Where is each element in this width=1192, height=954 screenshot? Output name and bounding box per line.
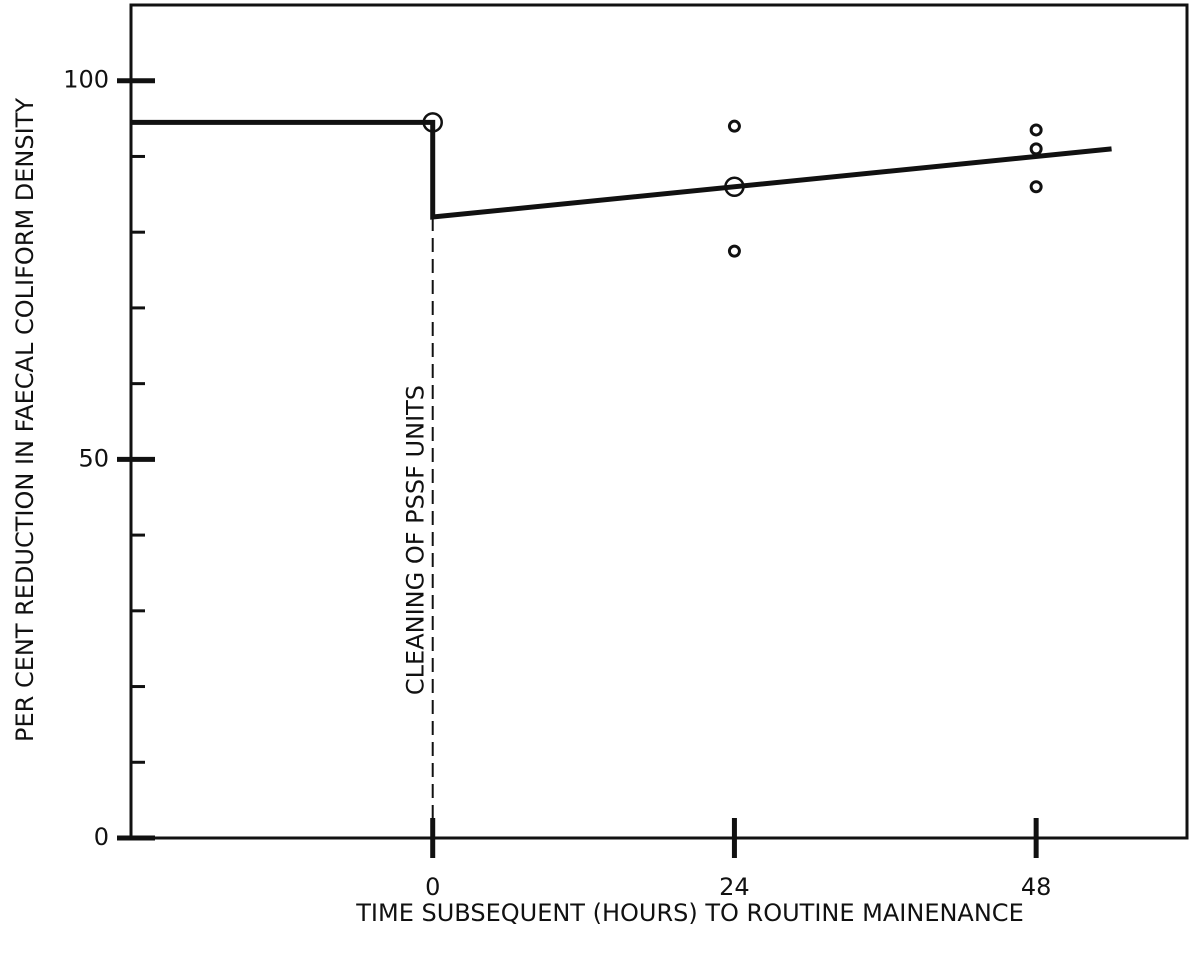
x-tick-label: 48 xyxy=(1021,873,1052,901)
x-tick-label: 24 xyxy=(719,873,750,901)
data-point xyxy=(727,244,741,258)
x-tick-label: 0 xyxy=(425,873,440,901)
data-line xyxy=(131,119,1112,220)
y-tick-label: 0 xyxy=(94,823,109,851)
data-point xyxy=(1029,180,1043,194)
y-tick-label: 50 xyxy=(78,444,109,472)
y-axis-label: PER CENT REDUCTION IN FAECAL COLIFORM DE… xyxy=(11,98,39,742)
annotation-text: CLEANING OF PSSF UNITS xyxy=(402,385,430,695)
data-point xyxy=(727,119,741,133)
x-axis-label: TIME SUBSEQUENT (HOURS) TO ROUTINE MAINE… xyxy=(355,899,1023,927)
data-point xyxy=(1029,123,1043,137)
data-point xyxy=(724,176,745,197)
data-point xyxy=(1029,142,1043,156)
data-point xyxy=(422,112,443,133)
plot-frame xyxy=(129,3,1189,840)
y-tick-label: 100 xyxy=(63,66,109,94)
